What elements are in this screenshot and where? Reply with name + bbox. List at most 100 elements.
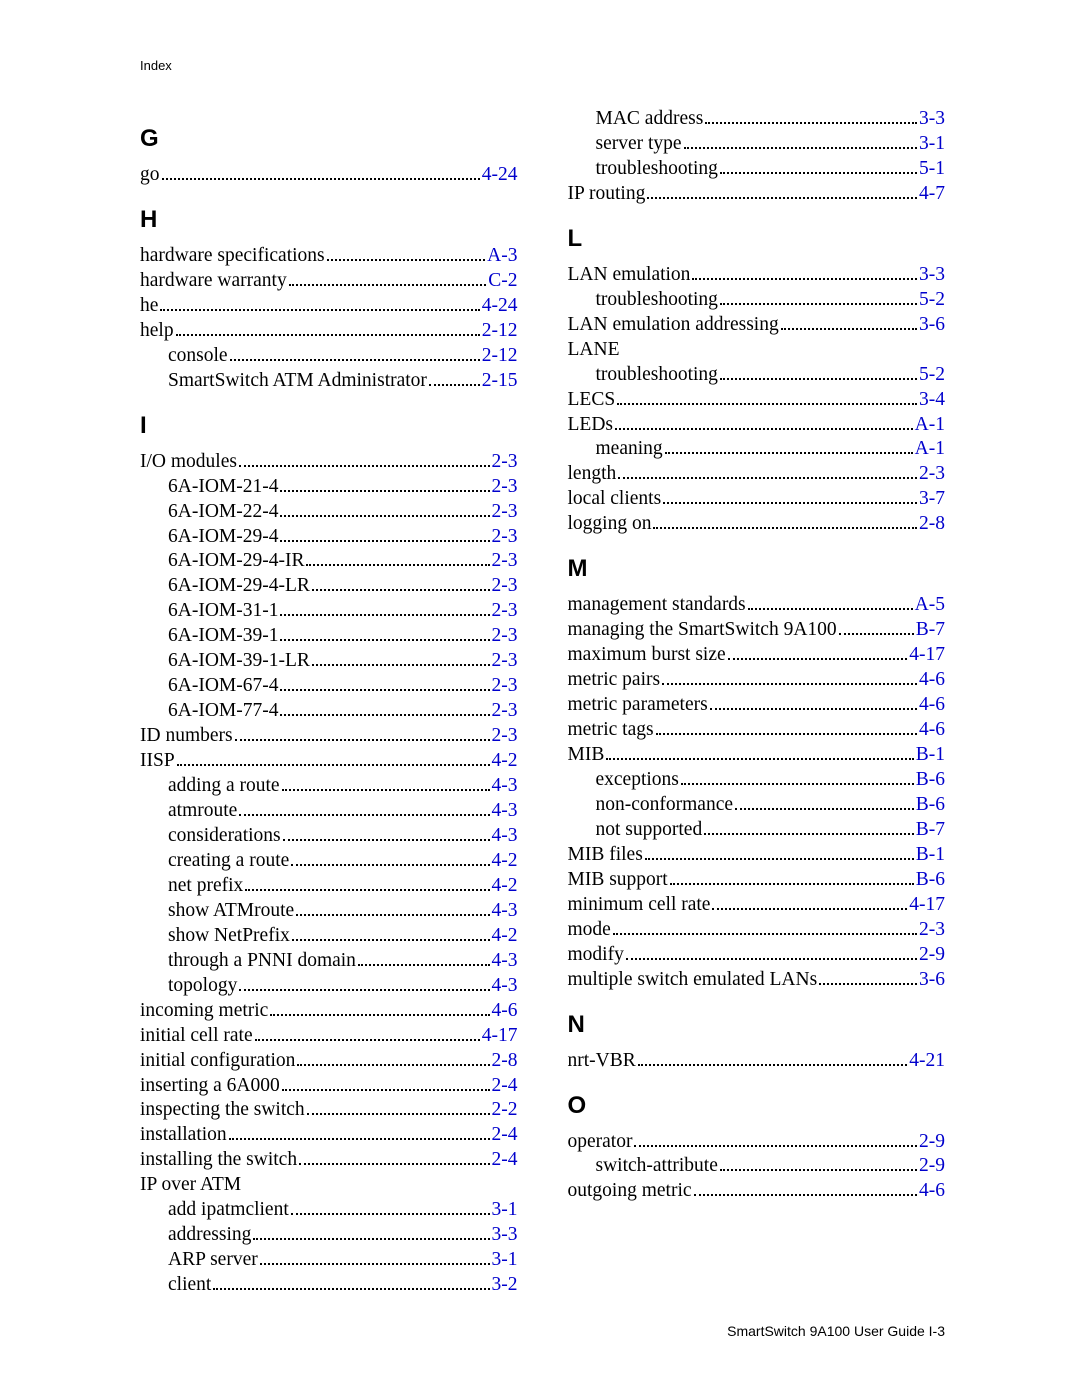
- index-page-ref[interactable]: 4-2: [492, 749, 518, 774]
- index-page-ref[interactable]: 4-6: [919, 693, 945, 718]
- leader-dots: [282, 789, 490, 791]
- index-page-ref[interactable]: 3-3: [919, 263, 945, 288]
- index-entry-label: outgoing metric: [568, 1179, 692, 1204]
- leader-dots: [705, 122, 917, 124]
- index-page-ref[interactable]: 3-6: [919, 968, 945, 993]
- index-page-ref[interactable]: 2-3: [492, 450, 518, 475]
- leader-dots: [704, 833, 914, 835]
- index-page-ref[interactable]: 4-2: [492, 924, 518, 949]
- index-page-ref[interactable]: 2-3: [492, 724, 518, 749]
- index-page-ref[interactable]: 2-3: [492, 549, 518, 574]
- running-head: Index: [140, 58, 945, 73]
- index-page-ref[interactable]: 2-8: [492, 1049, 518, 1074]
- leader-dots: [283, 839, 490, 841]
- index-page-ref[interactable]: 2-3: [492, 525, 518, 550]
- index-page-ref[interactable]: 4-3: [492, 949, 518, 974]
- index-page-ref[interactable]: 4-3: [492, 824, 518, 849]
- index-page-ref[interactable]: 2-4: [492, 1148, 518, 1173]
- index-page-ref[interactable]: 3-3: [919, 107, 945, 132]
- index-page-ref[interactable]: 2-9: [919, 1154, 945, 1179]
- index-entry: local clients3-7: [568, 487, 946, 512]
- index-page-ref[interactable]: 2-3: [492, 599, 518, 624]
- index-page-ref[interactable]: 2-4: [492, 1074, 518, 1099]
- index-page-ref[interactable]: 4-2: [492, 849, 518, 874]
- index-page-ref[interactable]: B-7: [916, 618, 945, 643]
- index-page-ref[interactable]: B-7: [916, 818, 945, 843]
- index-page-ref[interactable]: 3-3: [492, 1223, 518, 1248]
- index-page-ref[interactable]: 4-3: [492, 799, 518, 824]
- index-page-ref[interactable]: 4-24: [482, 294, 518, 319]
- index-page-ref[interactable]: 5-2: [919, 363, 945, 388]
- index-page-ref[interactable]: 3-7: [919, 487, 945, 512]
- index-page-ref[interactable]: 4-24: [482, 163, 518, 188]
- index-entry-label: through a PNNI domain: [168, 949, 356, 974]
- index-page-ref[interactable]: A-3: [487, 244, 517, 269]
- index-page-ref[interactable]: 4-3: [492, 774, 518, 799]
- index-page-ref[interactable]: B-1: [916, 743, 945, 768]
- index-page-ref[interactable]: B-6: [916, 793, 945, 818]
- index-page-ref[interactable]: 4-6: [919, 668, 945, 693]
- index-page-ref[interactable]: 2-3: [492, 475, 518, 500]
- index-page-ref[interactable]: 3-1: [919, 132, 945, 157]
- index-page-ref[interactable]: 2-15: [482, 369, 518, 394]
- index-entry: MAC address3-3: [568, 107, 946, 132]
- index-page-ref[interactable]: 2-3: [492, 574, 518, 599]
- index-page-ref[interactable]: 2-3: [492, 500, 518, 525]
- index-page-ref[interactable]: B-6: [916, 768, 945, 793]
- index-page-ref[interactable]: 4-6: [919, 1179, 945, 1204]
- index-entry: inspecting the switch2-2: [140, 1098, 518, 1123]
- index-entry: MIB supportB-6: [568, 868, 946, 893]
- index-page-ref[interactable]: 4-21: [909, 1049, 945, 1074]
- index-entry: LEDsA-1: [568, 413, 946, 438]
- index-page-ref[interactable]: B-1: [916, 843, 945, 868]
- index-page-ref[interactable]: 2-9: [919, 943, 945, 968]
- index-page-ref[interactable]: 4-6: [919, 718, 945, 743]
- index-page-ref[interactable]: 5-2: [919, 288, 945, 313]
- index-page-ref[interactable]: 4-3: [492, 899, 518, 924]
- index-entry: through a PNNI domain 4-3: [140, 949, 518, 974]
- index-page-ref[interactable]: 3-2: [492, 1273, 518, 1298]
- index-page-ref[interactable]: 2-3: [492, 649, 518, 674]
- index-page-ref[interactable]: 2-8: [919, 512, 945, 537]
- index-entry: creating a route4-2: [140, 849, 518, 874]
- index-entry-label: client: [168, 1273, 211, 1298]
- index-entry: 6A-IOM-67-42-3: [140, 674, 518, 699]
- index-page-ref[interactable]: 4-17: [482, 1024, 518, 1049]
- leader-dots: [638, 1064, 908, 1066]
- index-page-ref[interactable]: 4-3: [492, 974, 518, 999]
- index-page-ref[interactable]: C-2: [488, 269, 517, 294]
- index-page-ref[interactable]: 4-2: [492, 874, 518, 899]
- index-entry-label: topology: [168, 974, 237, 999]
- index-page-ref[interactable]: 2-2: [492, 1098, 518, 1123]
- index-page-ref[interactable]: 3-1: [492, 1198, 518, 1223]
- leader-dots: [839, 633, 914, 635]
- index-entry: mode2-3: [568, 918, 946, 943]
- index-page-ref[interactable]: 3-4: [919, 388, 945, 413]
- index-entry: inserting a 6A0002-4: [140, 1074, 518, 1099]
- index-page-ref[interactable]: 3-6: [919, 313, 945, 338]
- index-page-ref[interactable]: B-6: [916, 868, 945, 893]
- index-page-ref[interactable]: 3-1: [492, 1248, 518, 1273]
- index-page-ref[interactable]: 4-6: [492, 999, 518, 1024]
- index-page-ref[interactable]: 4-17: [909, 893, 945, 918]
- index-page-ref[interactable]: 2-3: [492, 624, 518, 649]
- index-page-ref[interactable]: 2-12: [482, 319, 518, 344]
- index-page-ref[interactable]: A-5: [915, 593, 945, 618]
- index-page-ref[interactable]: 4-7: [919, 182, 945, 207]
- leader-dots: [229, 1138, 490, 1140]
- index-page-ref[interactable]: 4-17: [909, 643, 945, 668]
- index-page-ref[interactable]: A-1: [915, 437, 945, 462]
- index-page-ref[interactable]: 2-3: [919, 462, 945, 487]
- index-page-ref[interactable]: 2-3: [919, 918, 945, 943]
- index-page-ref[interactable]: 2-3: [492, 674, 518, 699]
- index-page-ref[interactable]: A-1: [915, 413, 945, 438]
- index-entry: 6A-IOM-31-12-3: [140, 599, 518, 624]
- index-page-ref[interactable]: 5-1: [919, 157, 945, 182]
- index-page-ref[interactable]: 2-9: [919, 1130, 945, 1155]
- leader-dots: [280, 540, 489, 542]
- index-entry-label: non-conformance: [596, 793, 734, 818]
- index-page-ref[interactable]: 2-4: [492, 1123, 518, 1148]
- index-page-ref[interactable]: 2-3: [492, 699, 518, 724]
- index-page-ref[interactable]: 2-12: [482, 344, 518, 369]
- leader-dots: [162, 178, 480, 180]
